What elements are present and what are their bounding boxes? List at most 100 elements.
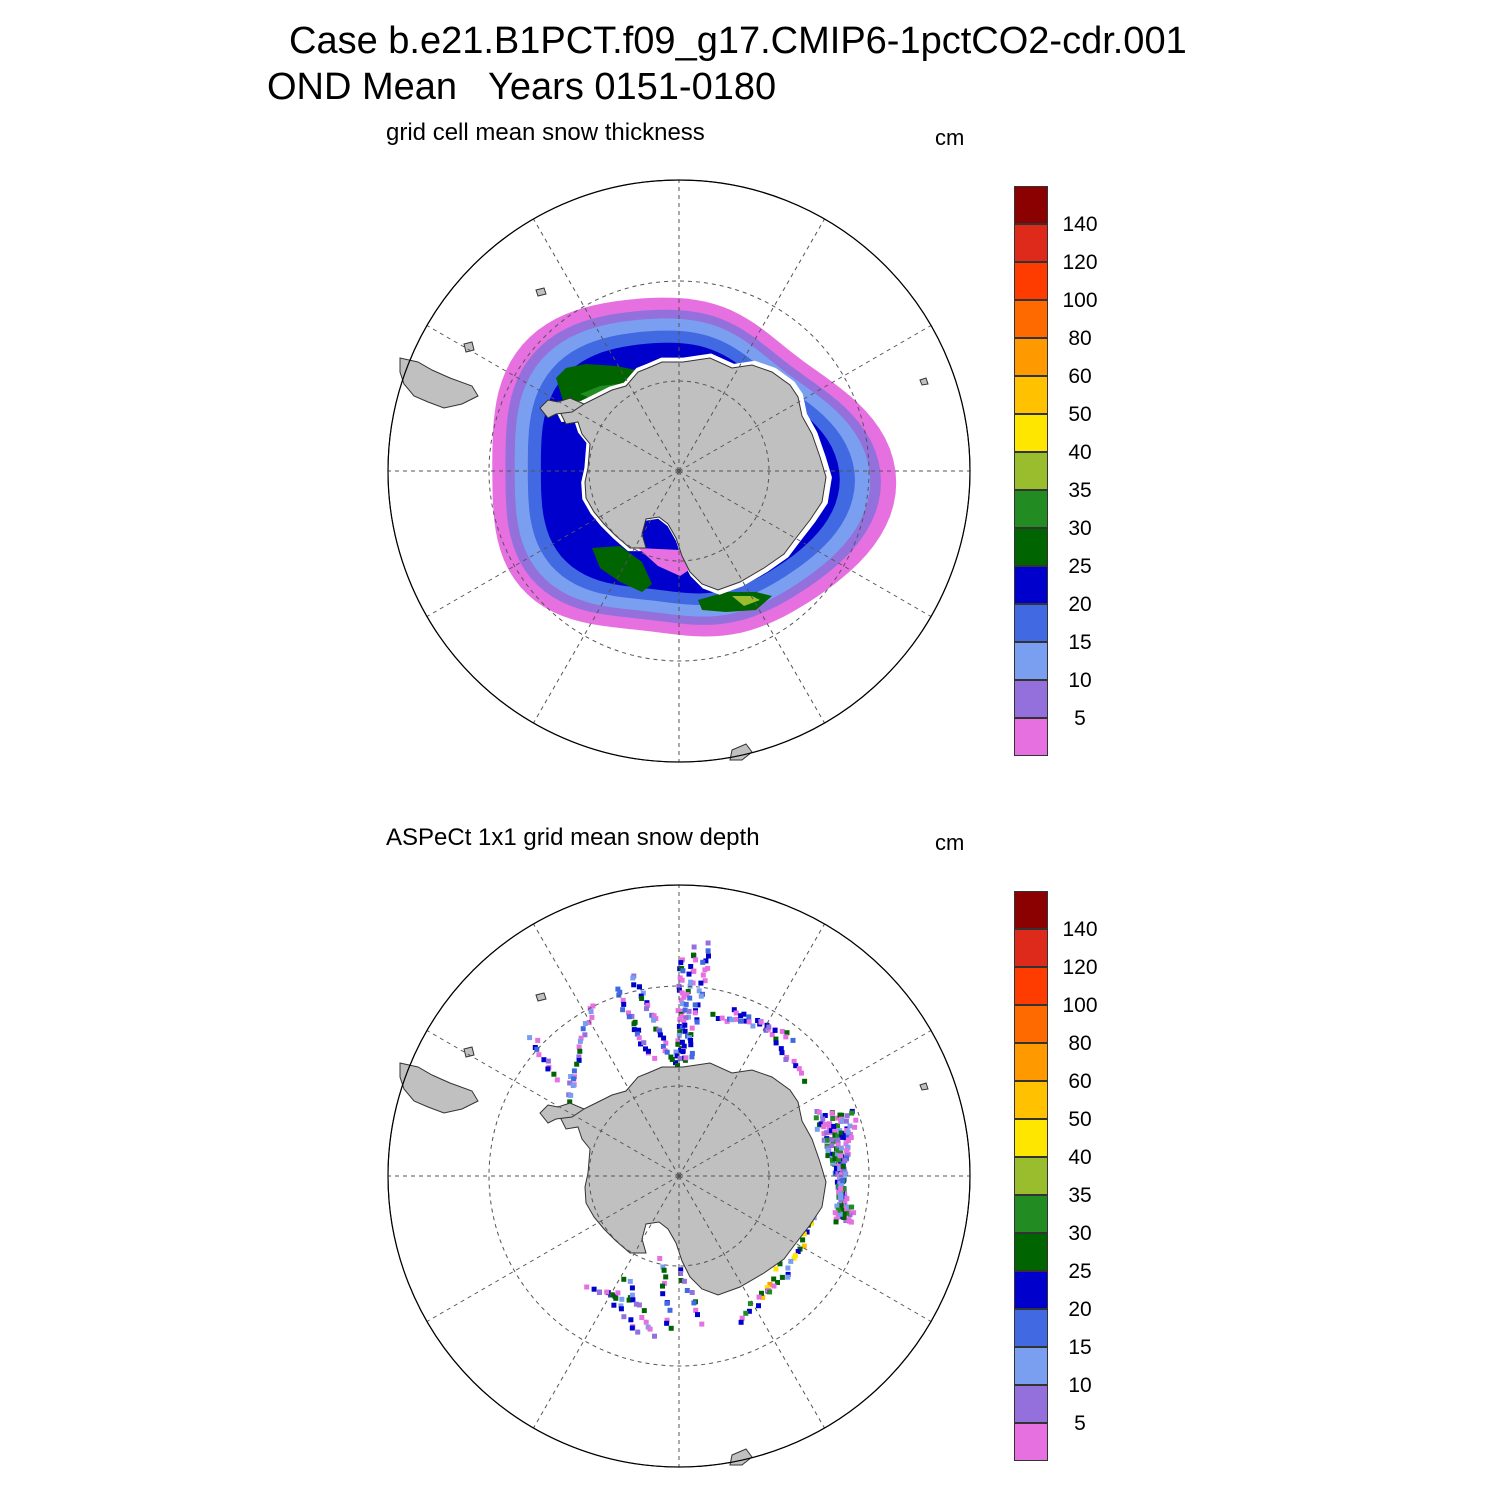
obs-cell <box>779 1274 785 1280</box>
obs-cell <box>541 1057 547 1063</box>
obs-cell <box>691 944 697 950</box>
obs-cell <box>574 1061 580 1067</box>
obs-cell <box>527 1035 533 1041</box>
obs-cell <box>799 1070 804 1076</box>
obs-cell <box>731 1007 737 1013</box>
colorbar-tick-label: 15 <box>1068 631 1092 654</box>
panel2-title: ASPeCt 1x1 grid mean snow depth <box>386 824 760 851</box>
obs-cell <box>838 1130 844 1136</box>
obs-cell <box>824 1130 830 1136</box>
colorbar-swatch <box>1014 300 1048 338</box>
obs-cell <box>841 1211 847 1217</box>
obs-cell <box>680 1025 686 1031</box>
obs-cell <box>688 1032 694 1038</box>
obs-cell <box>679 1001 685 1007</box>
obs-cell <box>819 1113 825 1119</box>
obs-cell <box>832 1151 838 1157</box>
obs-cell <box>645 1002 651 1008</box>
obs-cell <box>829 1110 835 1116</box>
obs-cell <box>661 1035 667 1041</box>
obs-cell <box>641 1308 647 1314</box>
obs-cell <box>675 1038 681 1044</box>
colorbar-swatch <box>1014 1157 1048 1195</box>
obs-cell <box>843 1171 849 1177</box>
obs-cell <box>783 1034 789 1040</box>
obs-cell <box>689 1025 695 1031</box>
colorbar-swatch <box>1014 1005 1048 1043</box>
obs-cell <box>638 1041 643 1047</box>
small-island <box>919 377 929 386</box>
obs-cell <box>695 1002 701 1008</box>
obs-cell <box>828 1128 834 1134</box>
colorbar-swatch <box>1014 490 1048 528</box>
obs-cell <box>788 1258 794 1264</box>
obs-cell <box>657 1032 663 1038</box>
obs-cell <box>844 1148 850 1154</box>
obs-cell <box>825 1153 831 1159</box>
obs-cell <box>841 1166 847 1172</box>
obs-cell <box>686 1008 692 1014</box>
obs-cell <box>692 1010 698 1016</box>
obs-cell <box>792 1253 798 1259</box>
obs-cell <box>700 959 706 965</box>
colorbar-swatch <box>1014 1347 1048 1385</box>
obs-cell <box>689 1054 695 1060</box>
obs-cell <box>684 992 690 998</box>
obs-cell <box>834 1203 840 1209</box>
small-island <box>535 287 547 297</box>
obs-cell <box>743 1018 749 1024</box>
obs-cell <box>821 1131 827 1137</box>
obs-cell <box>567 1099 573 1105</box>
colorbar-tick-label: 20 <box>1068 1298 1092 1321</box>
obs-cell <box>680 1049 686 1055</box>
obs-cell <box>795 1249 801 1254</box>
obs-cell <box>841 1186 847 1192</box>
obs-cell <box>747 1301 753 1307</box>
colorbar-swatch <box>1014 1081 1048 1119</box>
obs-cell <box>621 1314 627 1320</box>
meridian-line <box>678 218 825 472</box>
obs-cell <box>839 1189 845 1195</box>
obs-cell <box>840 1163 846 1169</box>
colorbar-tick-label: 10 <box>1068 669 1092 692</box>
obs-cell <box>800 1237 806 1243</box>
obs-cell <box>839 1171 845 1177</box>
obs-cell <box>660 1264 666 1270</box>
obs-cell <box>636 1027 642 1033</box>
obs-cell <box>675 1008 681 1014</box>
obs-cell <box>682 1028 688 1034</box>
obs-cell <box>826 1125 832 1131</box>
obs-cell <box>571 1076 577 1082</box>
obs-cell <box>844 1155 850 1161</box>
obs-cell <box>676 984 682 990</box>
obs-cell <box>580 1026 586 1032</box>
obs-cell <box>688 1037 694 1043</box>
obs-cell <box>627 1278 633 1284</box>
obs-cell <box>838 1182 844 1188</box>
colorbar-swatch <box>1014 1195 1048 1233</box>
obs-cell <box>705 948 711 954</box>
obs-cell <box>567 1080 573 1086</box>
obs-cell <box>679 1039 685 1045</box>
obs-cell <box>822 1113 828 1118</box>
obs-cell <box>554 1077 560 1083</box>
colorbar-tick-label: 60 <box>1068 365 1092 388</box>
obs-cell <box>679 977 685 983</box>
obs-cell <box>637 984 642 990</box>
obs-cell <box>629 1325 635 1331</box>
graticule <box>388 885 970 1467</box>
colorbar-swatch <box>1014 604 1048 642</box>
obs-cell <box>698 993 704 999</box>
obs-cell <box>681 1278 687 1284</box>
obs-cell <box>838 1186 844 1192</box>
obs-cell <box>576 1057 582 1063</box>
obs-cell <box>596 1290 602 1295</box>
obs-cell <box>584 1284 590 1290</box>
obs-cell <box>578 1035 584 1041</box>
colorbar-tick-label: 100 <box>1062 994 1098 1017</box>
obs-cell <box>852 1124 858 1130</box>
obs-cell <box>844 1196 850 1202</box>
latitude-circle <box>488 280 870 662</box>
obs-cell <box>772 1027 778 1033</box>
obs-cell <box>784 1030 790 1036</box>
